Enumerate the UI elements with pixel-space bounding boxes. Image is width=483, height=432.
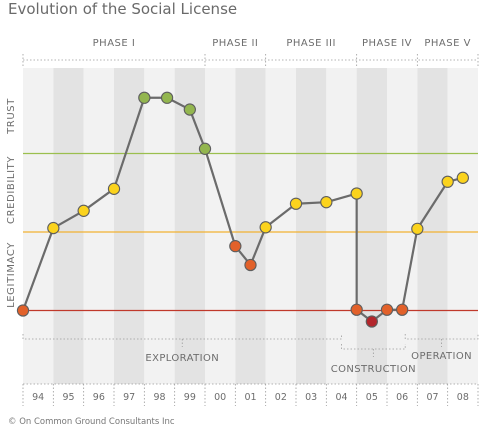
- data-point: [77, 204, 90, 217]
- period-label: CONSTRUCTION: [331, 364, 416, 375]
- data-point: [259, 221, 272, 234]
- x-tick-label: 00: [214, 392, 226, 403]
- data-point: [365, 315, 378, 328]
- year-band: [205, 68, 236, 384]
- x-tick-label: 08: [457, 392, 469, 403]
- data-point: [289, 197, 303, 210]
- data-point: [160, 91, 174, 104]
- year-band: [447, 68, 478, 384]
- data-point: [411, 222, 424, 236]
- x-tick-label: 02: [275, 392, 287, 403]
- data-point: [441, 175, 454, 188]
- y-level-labels: LEGITIMACY CREDIBILITY TRUST: [6, 98, 17, 308]
- data-point: [229, 239, 242, 253]
- x-tick-label: 95: [62, 392, 74, 403]
- x-tick-label: 07: [426, 392, 438, 403]
- year-bands: [23, 68, 478, 384]
- phase-label: PHASE V: [424, 38, 471, 49]
- year-band: [174, 68, 205, 384]
- data-point: [350, 303, 363, 316]
- x-tick-label: 03: [305, 392, 317, 403]
- x-axis: 94 95 96 97 98 99 00 01 02 03 04 05 06 07 08: [22, 383, 479, 406]
- data-point: [244, 258, 257, 272]
- data-point: [47, 221, 60, 235]
- phase-label: PHASE I: [93, 38, 136, 49]
- data-point: [107, 182, 121, 195]
- x-tick-label: 04: [335, 392, 347, 403]
- y-level-label: TRUST: [6, 98, 17, 135]
- phase-label: PHASE III: [286, 38, 336, 49]
- y-level-label: CREDIBILITY: [6, 156, 17, 224]
- x-tick-label: 96: [93, 392, 105, 403]
- data-points: [16, 91, 469, 328]
- x-tick-label: 05: [366, 392, 378, 403]
- data-point: [396, 303, 409, 316]
- period-brackets: EXPLORATION CONSTRUCTION OPERATION: [22, 334, 479, 375]
- year-band: [144, 68, 175, 384]
- data-point: [16, 304, 30, 317]
- data-point: [350, 187, 363, 200]
- x-tick-label: 97: [123, 392, 135, 403]
- copyright-footer: © On Common Ground Consultants Inc: [8, 417, 175, 427]
- period-label: EXPLORATION: [145, 353, 219, 364]
- data-point: [456, 171, 469, 184]
- data-point: [320, 196, 333, 209]
- year-band: [83, 68, 114, 384]
- year-band: [296, 68, 327, 384]
- data-point: [138, 91, 151, 104]
- x-tick-label: 94: [32, 392, 44, 403]
- data-point: [198, 142, 212, 155]
- period-bracket: [22, 334, 342, 340]
- year-band: [326, 68, 357, 384]
- y-level-label: LEGITIMACY: [6, 242, 17, 308]
- period-bracket: [341, 344, 406, 350]
- data-point: [380, 303, 394, 316]
- phase-brackets: PHASE I PHASE II PHASE III PHASE IV PHASE V: [22, 38, 479, 68]
- x-tick-label: 06: [396, 392, 408, 403]
- x-tick-label: 01: [244, 392, 256, 403]
- x-tick-label: 98: [153, 392, 165, 403]
- year-band: [356, 68, 387, 384]
- phase-label: PHASE II: [212, 38, 258, 49]
- data-point: [183, 103, 196, 116]
- year-band: [114, 68, 145, 384]
- chart-title: Evolution of the Social License: [8, 0, 238, 18]
- phase-label: PHASE IV: [362, 38, 412, 49]
- x-tick-label: 99: [184, 392, 196, 403]
- period-label: OPERATION: [411, 351, 472, 362]
